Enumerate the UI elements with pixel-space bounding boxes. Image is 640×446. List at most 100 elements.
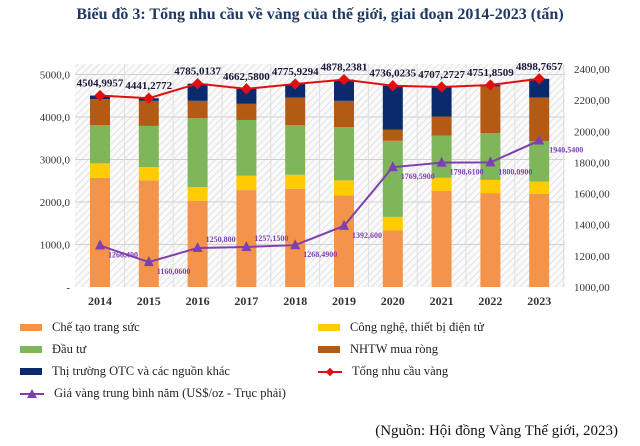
data-label: 1769,5900 xyxy=(401,172,435,181)
legend-item: Công nghệ, thiết bị điện tử xyxy=(318,320,484,335)
bar-segment xyxy=(285,125,306,175)
data-label: 1268,4900 xyxy=(303,250,337,259)
y-tick-label: 5000,0 xyxy=(40,70,71,82)
bar-segment xyxy=(382,140,403,217)
data-point xyxy=(143,256,154,267)
bar-segment xyxy=(382,85,403,130)
bar-segment xyxy=(236,175,257,191)
bar-segment xyxy=(334,79,354,101)
bar-segment xyxy=(236,88,257,104)
data-label: 4504,9957 xyxy=(77,78,124,90)
bar-segment xyxy=(382,216,403,231)
bar-segment xyxy=(529,193,550,287)
legend-item: Đầu tư xyxy=(20,342,86,357)
y-tick-label: - xyxy=(66,282,70,294)
bar-segment xyxy=(334,127,354,181)
data-label: 1266,400 xyxy=(108,251,138,260)
legend-label: Giá vàng trung bình năm (US$/oz - Trục p… xyxy=(54,386,286,400)
data-label: 1257,1500 xyxy=(254,234,288,243)
bar-segment xyxy=(187,100,208,119)
data-label: 4707,2727 xyxy=(418,69,465,81)
bar-segment xyxy=(480,179,501,194)
y-tick-label: 3000,0 xyxy=(40,155,71,167)
legend-swatch xyxy=(20,324,42,331)
bar-segment xyxy=(138,180,159,287)
y-tick-label: 4000,0 xyxy=(40,112,71,124)
legend-label: Đầu tư xyxy=(52,342,87,356)
legend-swatch xyxy=(318,346,340,353)
data-label: 4441,2772 xyxy=(125,80,172,92)
bar-segment xyxy=(529,141,550,182)
legend-swatch xyxy=(318,324,340,331)
data-label: 1392,600 xyxy=(352,231,382,240)
data-label: 4736,0235 xyxy=(369,68,416,80)
data-label: 4775,9294 xyxy=(272,66,319,78)
bar-segment xyxy=(431,86,452,117)
data-label: 4751,8509 xyxy=(467,67,514,79)
x-tick-label: 2020 xyxy=(381,294,405,308)
bar-segment xyxy=(480,86,501,134)
y-tick-label: 1000,0 xyxy=(40,240,71,252)
bar-segment xyxy=(382,129,403,141)
series-line xyxy=(99,139,540,264)
legend-swatch xyxy=(20,346,42,353)
bar-segment xyxy=(138,167,159,181)
y2-tick-label: 1000,00 xyxy=(574,282,610,294)
bar-segment xyxy=(236,119,257,176)
y2-tick-label: 1600,00 xyxy=(574,189,610,201)
bar-segment xyxy=(529,181,550,194)
y2-tick-label: 1800,00 xyxy=(574,157,610,169)
chart-title: Biểu đồ 3: Tổng nhu cầu về vàng của thế … xyxy=(76,6,564,23)
bar-segment xyxy=(285,174,306,189)
data-label: 4898,7657 xyxy=(516,61,563,73)
bar-segment xyxy=(90,99,110,126)
x-tick-label: 2023 xyxy=(527,294,551,308)
bar-segment xyxy=(90,177,110,287)
bar-segment xyxy=(431,177,452,191)
bar-segment xyxy=(529,78,550,98)
legend-swatch xyxy=(318,367,342,376)
bar-segment xyxy=(285,97,306,126)
bar-segment xyxy=(285,188,306,287)
data-label: 1160,0600 xyxy=(157,267,191,276)
legend-item: Tổng nhu cầu vàng xyxy=(318,364,448,379)
bar-segment xyxy=(236,103,257,120)
data-point xyxy=(534,134,545,145)
bar-segment xyxy=(334,100,354,128)
data-label: 4662,5800 xyxy=(223,71,270,83)
data-label: 4785,0137 xyxy=(174,66,221,78)
x-tick-label: 2014 xyxy=(88,294,112,308)
bar-segment xyxy=(480,193,501,287)
data-point xyxy=(192,241,203,252)
data-point xyxy=(339,219,349,230)
legend-swatch xyxy=(20,368,42,375)
bar-segment xyxy=(334,180,354,196)
data-label: 1940,5400 xyxy=(549,146,583,155)
y-tick-label: 2000,0 xyxy=(40,197,71,209)
legend-item: Chế tạo trang sức xyxy=(20,320,140,335)
bar-segment xyxy=(187,187,208,201)
y2-tick-label: 2000,00 xyxy=(574,126,610,138)
data-label: 1800,0900 xyxy=(498,167,532,176)
legend-label: Thị trường OTC và các nguồn khác xyxy=(52,364,230,378)
y2-tick-label: 2400,00 xyxy=(574,64,610,76)
data-label: 4878,2381 xyxy=(321,62,368,74)
x-tick-label: 2022 xyxy=(478,294,502,308)
data-point xyxy=(95,239,105,250)
bar-segment xyxy=(90,125,110,164)
legend-swatch xyxy=(20,388,44,398)
bar-segment xyxy=(334,195,354,287)
x-tick-label: 2015 xyxy=(137,294,161,308)
data-label: 1250,800 xyxy=(206,235,236,244)
x-tick-label: 2021 xyxy=(430,294,454,308)
bar-segment xyxy=(138,100,159,126)
bar-segment xyxy=(138,125,159,168)
y2-tick-label: 1400,00 xyxy=(574,220,610,232)
data-label: 1798,6100 xyxy=(450,168,484,177)
legend-label: Tổng nhu cầu vàng xyxy=(352,364,449,378)
source-note: (Nguồn: Hội đồng Vàng Thế giới, 2023) xyxy=(375,423,618,439)
legend-item: Giá vàng trung bình năm (US$/oz - Trục p… xyxy=(20,386,286,401)
bar-segment xyxy=(90,163,110,178)
legend-label: NHTW mua ròng xyxy=(350,342,438,356)
